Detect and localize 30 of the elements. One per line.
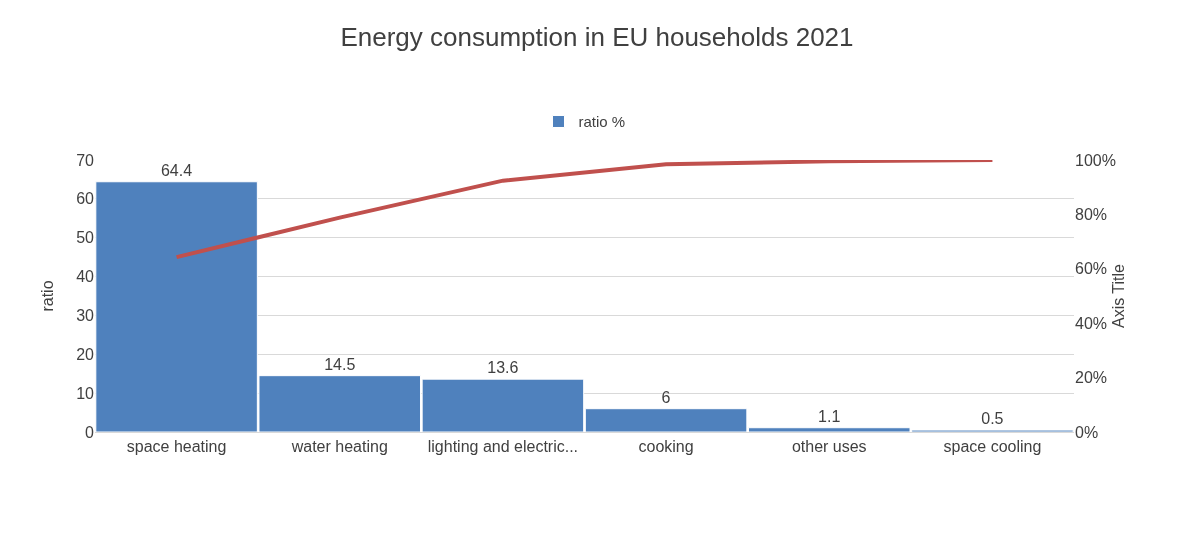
y2-tick-label: 40% xyxy=(1075,314,1108,332)
data-label: 1.1 xyxy=(818,407,841,425)
data-label: 13.6 xyxy=(487,359,519,377)
data-label: 6 xyxy=(661,388,671,406)
y-tick-label: 70 xyxy=(76,151,95,169)
y2-tick-label: 0% xyxy=(1075,423,1099,441)
y2-axis-title: Axis Title xyxy=(1110,263,1127,329)
x-tick-label: cooking xyxy=(638,438,694,456)
y-axis-title: ratio xyxy=(39,280,56,312)
data-label: 0.5 xyxy=(981,410,1004,428)
legend-label: ratio % xyxy=(578,113,626,131)
y-tick-label: 10 xyxy=(76,384,95,402)
data-label: 64.4 xyxy=(160,161,193,179)
x-tick-label: space cooling xyxy=(943,438,1042,456)
y-tick-label: 40 xyxy=(76,268,95,286)
y-tick-label: 20 xyxy=(76,345,95,363)
y-tick-label: 50 xyxy=(76,229,95,247)
y2-tick-label: 100% xyxy=(1075,151,1116,169)
y-tick-label: 60 xyxy=(76,190,95,208)
data-label: 14.5 xyxy=(324,355,356,373)
x-tick-label: lighting and electric... xyxy=(427,438,579,456)
x-tick-label: space heating xyxy=(126,438,227,456)
y-tick-label: 0 xyxy=(85,423,95,441)
chart-title: Energy consumption in EU households 2021 xyxy=(340,21,854,52)
x-tick-label: water heating xyxy=(290,438,388,456)
y-tick-label: 30 xyxy=(76,307,95,325)
y2-tick-label: 80% xyxy=(1075,206,1108,223)
y2-tick-label: 60% xyxy=(1075,260,1108,278)
x-tick-label: other uses xyxy=(791,438,867,456)
y2-tick-label: 20% xyxy=(1075,369,1108,387)
